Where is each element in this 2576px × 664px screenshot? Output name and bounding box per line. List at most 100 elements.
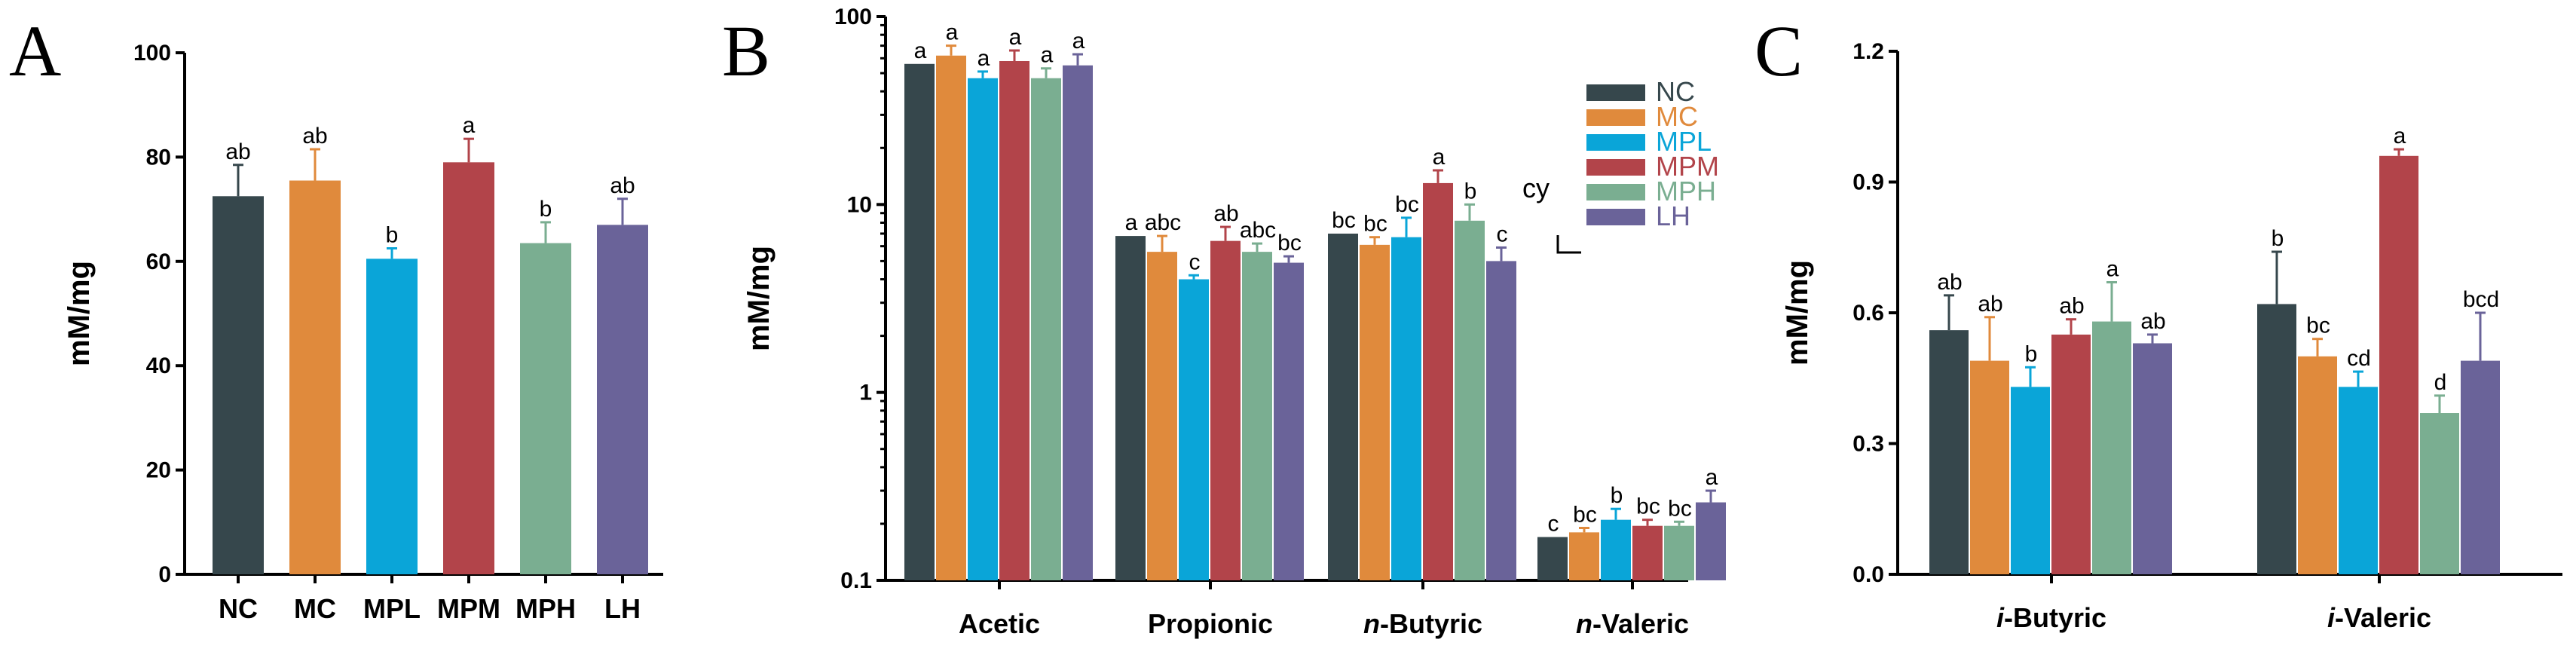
significance-letter: a [914, 38, 927, 63]
bar [1632, 525, 1663, 580]
x-tick-label-text: -Butyric [2004, 602, 2106, 633]
x-tick-label-text: Acetic [959, 608, 1040, 639]
bar [904, 63, 935, 581]
bar [520, 243, 571, 574]
x-tick-label-italic: i [1996, 602, 2005, 633]
bar [1569, 532, 1599, 580]
significance-letter: a [2106, 257, 2119, 282]
significance-letter: bc [1395, 192, 1419, 217]
x-tick-label-text: -Valeric [1592, 608, 1689, 639]
x-tick-label-text: -Valeric [2335, 602, 2431, 633]
significance-letter: bc [1277, 231, 1302, 256]
bar [1537, 537, 1568, 580]
bar [1115, 236, 1146, 580]
y-tick-label: 20 [146, 458, 171, 483]
bar [1423, 182, 1453, 580]
bar [2420, 413, 2459, 574]
significance-letter: a [1433, 145, 1446, 170]
significance-letter: ab [1937, 270, 1962, 295]
x-tick-label-text: Propionic [1148, 608, 1273, 639]
legend-swatch [1586, 209, 1645, 225]
significance-letter: ab [2140, 309, 2165, 334]
significance-letter: c [1497, 222, 1508, 246]
legend-swatch [1586, 109, 1645, 126]
significance-letter: a [1125, 210, 1138, 235]
y-tick-label: 1 [859, 381, 872, 405]
significance-letter: a [946, 20, 959, 45]
significance-letter: b [1464, 179, 1477, 203]
y-tick-label: 0.3 [1852, 432, 1884, 457]
y-tick-label: 80 [146, 145, 171, 170]
y-axis-label: mM/mg [742, 246, 776, 351]
bar [289, 180, 341, 575]
bar [1601, 519, 1631, 580]
bar [2092, 321, 2131, 574]
legend-label: LH [1656, 200, 1690, 231]
bar [1274, 262, 1304, 580]
x-tick-label: LH [604, 593, 641, 624]
significance-letter: b [2272, 226, 2284, 251]
x-tick-label: Propionic [1148, 608, 1273, 639]
x-tick-label-italic: n [1576, 608, 1592, 639]
y-axis-label: mM/mg [63, 261, 96, 366]
significance-letter: c [1189, 249, 1201, 274]
significance-letter: d [2434, 370, 2447, 395]
y-tick-label: 60 [146, 249, 171, 274]
bar [1486, 261, 1516, 580]
legend-swatch [1586, 84, 1645, 101]
legend-label: MPH [1656, 176, 1716, 207]
x-tick-label: MC [294, 593, 336, 624]
bar [1929, 330, 1969, 574]
significance-letter: abc [1145, 210, 1181, 235]
significance-letter: a [1706, 465, 1718, 490]
significance-letter: ab [302, 124, 327, 148]
significance-letter: ab [610, 173, 635, 198]
x-tick-label: MPL [363, 593, 421, 624]
significance-letter: cd [2347, 346, 2371, 371]
x-tick-label: n-Valeric [1576, 608, 1689, 639]
stray-corner-mark [1556, 235, 1581, 254]
legend-label: MPL [1656, 126, 1712, 157]
x-tick-label: MPM [437, 593, 500, 624]
significance-letter: bc [2306, 314, 2330, 338]
x-tick-label: i-Butyric [1996, 602, 2106, 633]
x-tick-label: Acetic [959, 608, 1040, 639]
bar [1360, 244, 1390, 580]
bar [213, 196, 264, 574]
legend-label: MC [1656, 101, 1698, 132]
significance-letter: abc [1240, 218, 1276, 243]
y-tick-label: 100 [133, 41, 171, 66]
bar [936, 55, 966, 580]
significance-letter: bcd [2463, 287, 2499, 312]
significance-letter: c [1548, 512, 1559, 537]
significance-letter: a [1072, 29, 1085, 54]
significance-letter: ab [1213, 201, 1238, 226]
bar [1328, 233, 1358, 580]
significance-letter: b [386, 223, 399, 248]
significance-letter: bc [1636, 494, 1660, 519]
bar [1455, 220, 1485, 580]
significance-letter: ab [225, 139, 250, 164]
y-axis-label: mM/mg [1781, 260, 1814, 366]
panel-a: A 0 20 40 60 80 100 mM/mg ab NC ab MC b MPL a MPM b MPH a… [9, 11, 663, 624]
y-tick-label: 0.9 [1852, 170, 1884, 195]
bar [1696, 502, 1726, 580]
panel-letter-b: B [722, 11, 770, 91]
y-tick-label: 100 [834, 5, 872, 29]
significance-letter: bc [1332, 208, 1356, 233]
significance-letter: b [540, 197, 552, 222]
bar [1147, 252, 1177, 580]
bar [1242, 252, 1272, 580]
x-tick-label: MPH [516, 593, 576, 624]
bar [2257, 304, 2296, 574]
x-tick-label-italic: n [1363, 608, 1380, 639]
y-tick-label: 0.0 [1852, 562, 1884, 587]
panel-c: C 0.00.30.60.91.2mM/mg ababbabaabi-Butyri… [1755, 11, 2562, 633]
y-tick-label: 40 [146, 353, 171, 378]
bar [999, 60, 1029, 580]
bar [443, 162, 494, 574]
bar [366, 259, 418, 574]
significance-letter: ab [1978, 292, 2002, 317]
bar [2339, 387, 2378, 574]
